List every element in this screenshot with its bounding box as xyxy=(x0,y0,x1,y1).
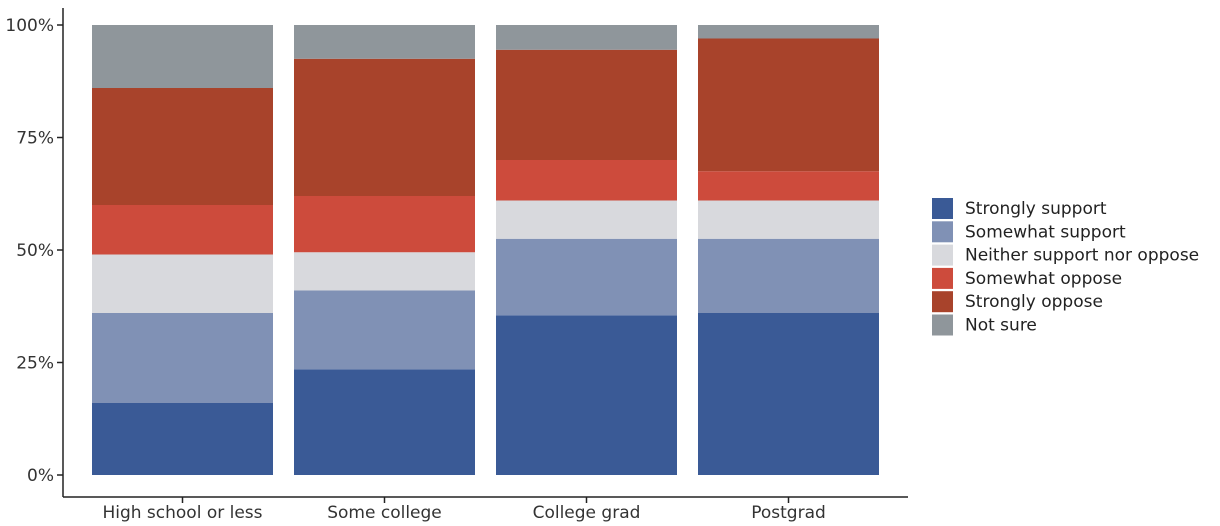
x-tick-label: College grad xyxy=(533,503,641,523)
y-tick-label: 25% xyxy=(16,354,54,374)
bar-segment xyxy=(496,160,677,201)
bar-segment xyxy=(92,25,273,88)
legend-swatch xyxy=(932,291,953,313)
bar-segment xyxy=(294,196,475,253)
legend-swatch xyxy=(932,221,953,243)
bar-segment xyxy=(698,38,879,172)
bar-segment xyxy=(294,58,475,196)
bar-segment xyxy=(92,88,273,205)
bar-segment xyxy=(698,25,879,39)
legend-label: Somewhat oppose xyxy=(965,269,1122,289)
x-axis-ticks: High school or less Some college College g… xyxy=(102,497,826,523)
legend: Strongly support Somewhat support Neither … xyxy=(932,198,1199,336)
y-tick-label: 0% xyxy=(27,466,54,486)
bar-segment xyxy=(496,315,677,475)
x-tick-label: Postgrad xyxy=(751,503,826,523)
bar-segment xyxy=(92,403,273,475)
legend-label: Strongly oppose xyxy=(965,292,1103,312)
legend-label: Somewhat support xyxy=(965,222,1126,242)
bar-segment xyxy=(92,254,273,313)
bar-segment xyxy=(496,49,677,160)
bar-segment xyxy=(92,313,273,403)
bar-segment xyxy=(92,205,273,255)
x-tick-label: Some college xyxy=(327,503,442,523)
y-tick-label: 50% xyxy=(16,241,54,261)
legend-swatch xyxy=(932,267,953,289)
legend-label: Neither support nor oppose xyxy=(965,246,1199,266)
legend-swatch xyxy=(932,314,953,336)
legend-swatch xyxy=(932,198,953,219)
bar-segment xyxy=(496,25,677,50)
y-axis-ticks: 0% 25% 50% 75% 100% xyxy=(5,16,63,486)
bar-segment xyxy=(294,290,475,370)
bar-segment xyxy=(496,238,677,316)
legend-swatch xyxy=(932,244,953,266)
y-tick-label: 75% xyxy=(16,129,54,149)
bar-segment xyxy=(698,171,879,201)
legend-label: Not sure xyxy=(965,316,1037,336)
bar-segment xyxy=(698,200,879,239)
bar-segment xyxy=(294,369,475,475)
bar-segment xyxy=(698,238,879,313)
y-tick-label: 100% xyxy=(5,16,54,36)
bar-segment xyxy=(294,25,475,59)
bars-layer xyxy=(92,25,879,475)
bar-segment xyxy=(496,200,677,239)
x-tick-label: High school or less xyxy=(102,503,262,523)
bar-segment xyxy=(698,313,879,475)
bar-segment xyxy=(294,252,475,291)
legend-label: Strongly support xyxy=(965,199,1107,219)
